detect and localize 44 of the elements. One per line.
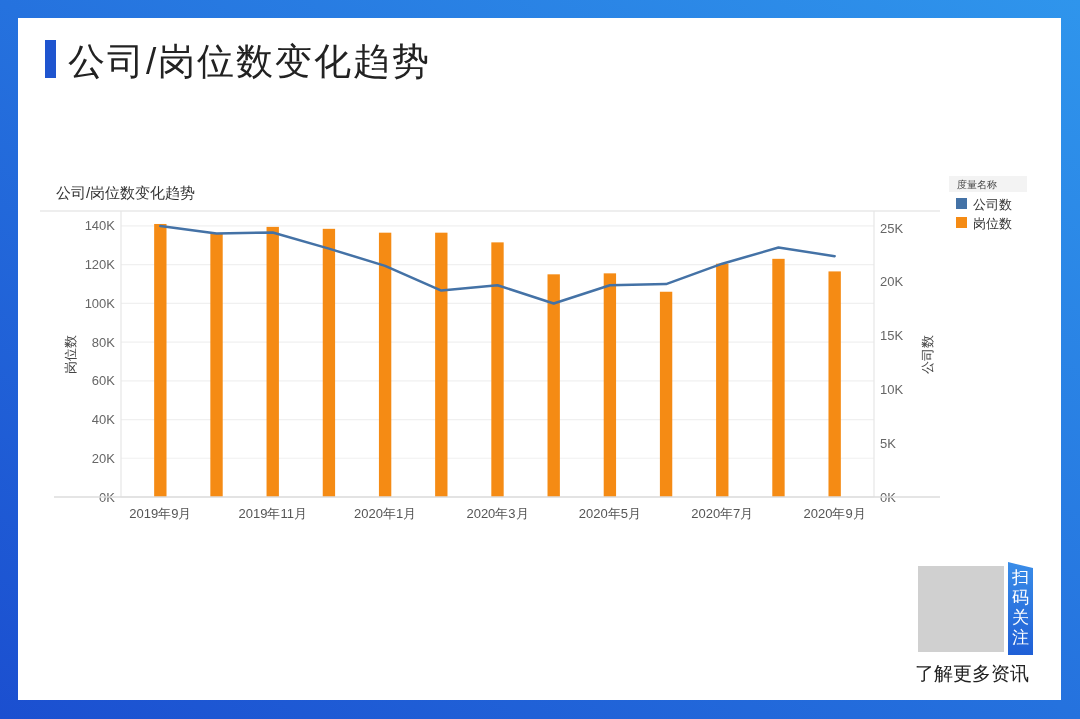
x-tick-label: 2020年1月 [354, 506, 417, 521]
y-tick-label: 20K [91, 450, 116, 466]
bar [154, 223, 167, 497]
y2-tick-label: 20K [880, 274, 904, 290]
legend-title: 度量名称 [957, 178, 997, 190]
bar [378, 232, 392, 497]
line-series [159, 224, 836, 305]
bar [210, 233, 223, 497]
bar [716, 263, 729, 497]
y2-tick-label: 5K [880, 435, 897, 451]
bar [603, 273, 617, 497]
y2-axis-title: 公司数 [919, 334, 935, 374]
y-tick-label: 0K [99, 489, 116, 505]
x-tick-label: 2020年3月 [466, 506, 529, 521]
bar [435, 232, 448, 497]
text: 扫码关注 [1011, 568, 1029, 647]
y2-tick-label: 10K [880, 381, 904, 397]
chart-subtitle: 公司/岗位数变化趋势 [56, 184, 196, 201]
y2-tick-label: 25K [880, 220, 904, 236]
bar [772, 258, 785, 497]
y-tick-label: 120K [84, 257, 116, 273]
y2-tick-label: 15K [880, 328, 904, 344]
bar [828, 271, 841, 497]
y-tick-label: 40K [91, 412, 116, 428]
legend-label: 公司数 [973, 196, 1012, 212]
chart-title: 公司/岗位数变化趋势 [68, 41, 432, 82]
text: 了解更多资讯 [915, 663, 1029, 684]
x-tick-label: 2019年9月 [129, 506, 192, 521]
bar [659, 291, 673, 497]
bar [266, 226, 279, 497]
y-tick-label: 80K [91, 334, 116, 350]
y-tick-label: 140K [84, 218, 116, 234]
legend-label: 岗位数 [973, 215, 1012, 231]
y-tick-label: 60K [91, 373, 116, 389]
bar [491, 242, 504, 497]
y-axis-title: 岗位数 [62, 334, 78, 374]
x-tick-label: 2020年5月 [578, 506, 641, 521]
x-tick-label: 2020年7月 [691, 506, 754, 521]
y2-tick-label: 0K [880, 489, 897, 505]
y-tick-label: 100K [84, 295, 116, 311]
bar [547, 274, 560, 497]
x-tick-label: 2020年9月 [803, 506, 866, 521]
bar [322, 228, 336, 497]
x-tick-label: 2019年11月 [238, 506, 307, 521]
